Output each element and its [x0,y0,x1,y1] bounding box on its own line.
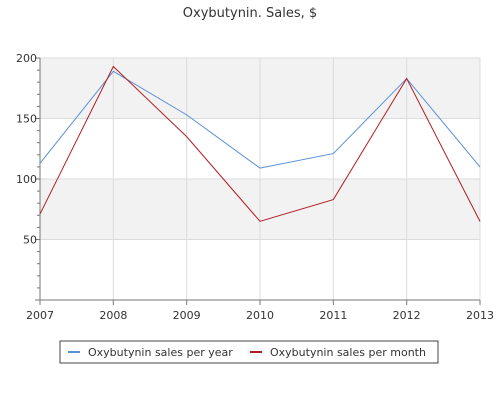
legend[interactable]: Oxybutynin sales per year Oxybutynin sale… [59,340,439,364]
y-tick-label: 200 [16,52,37,65]
x-tick-label: 2013 [466,309,494,322]
x-tick-label: 2007 [26,309,54,322]
legend-item[interactable]: Oxybutynin sales per year [68,346,233,359]
horizontal-gridlines [40,57,480,240]
y-tick-labels: 50 100 150 200 [16,52,37,247]
chart-title: Oxybutynin. Sales, $ [183,6,317,21]
y-tick-label: 100 [16,173,37,186]
x-tick-label: 2008 [99,309,127,322]
series-lines [39,65,481,222]
x-tick-label: 2012 [393,309,421,322]
x-tick-label: 2011 [319,309,347,322]
series-line-2 [39,65,481,222]
axes [35,57,481,305]
legend-label: Oxybutynin sales per year [88,346,233,359]
legend-label: Oxybutynin sales per month [270,346,426,359]
x-tick-labels: 2007 2008 2009 2010 2011 2012 2013 [26,309,494,322]
y-tick-label: 50 [23,234,37,247]
x-tick-label: 2010 [246,309,274,322]
legend-item[interactable]: Oxybutynin sales per month [250,346,426,359]
legend-box [59,340,439,364]
y-tick-label: 150 [16,113,37,126]
x-tick-label: 2009 [173,309,201,322]
